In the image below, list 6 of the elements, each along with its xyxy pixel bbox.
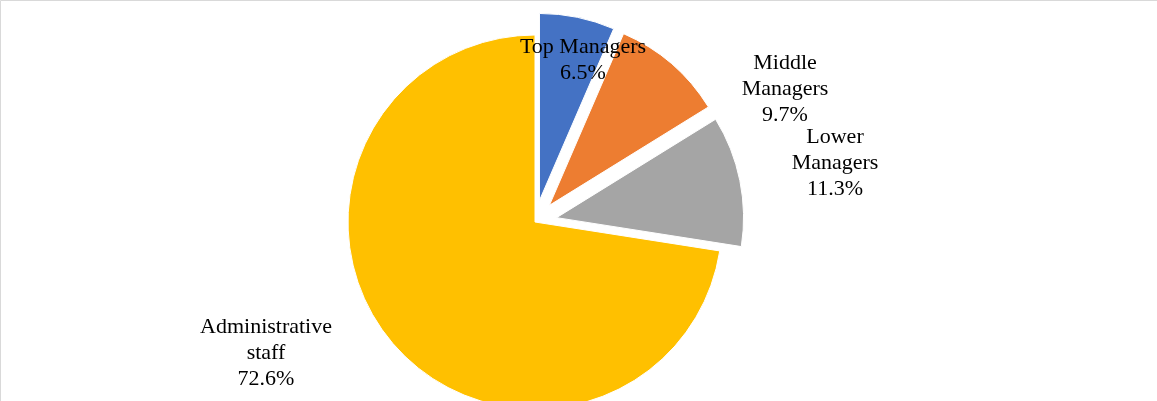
data-label: 9.7% [762,101,808,126]
slice-label: Middle Managers [741,49,829,100]
data-label: 11.3% [806,175,864,200]
data-label: 72.6% [237,365,295,390]
slice-label: Lower Managers [791,123,879,174]
slice-label: Administrative staff [200,313,332,364]
